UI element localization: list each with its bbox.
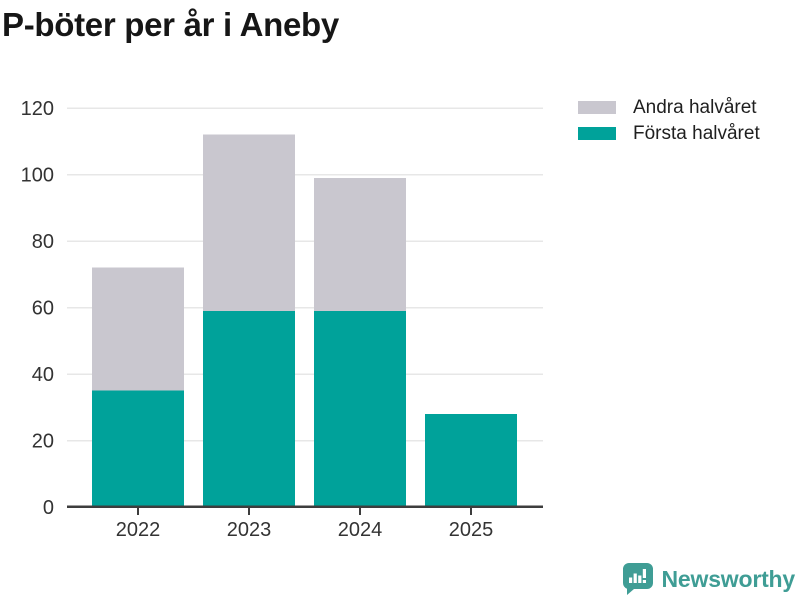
x-tick-label: 2024	[338, 519, 383, 541]
logo-bars	[628, 569, 646, 583]
x-tick-label: 2023	[227, 519, 272, 541]
bar-segment-2024	[314, 177, 406, 311]
x-tick-label: 2022	[116, 519, 161, 541]
bar-segment-2023	[203, 310, 295, 507]
y-tick-label: 120	[21, 98, 54, 120]
y-tick-label: 0	[43, 497, 54, 519]
legend-label: Första halvåret	[633, 122, 760, 144]
legend-swatch-forsta-halvaret	[578, 126, 616, 140]
x-axis-line	[67, 505, 543, 508]
bar-segment-2022	[92, 390, 184, 507]
bar-segment-2024	[314, 310, 406, 507]
chart-title: P-böter per år i Aneby	[2, 6, 339, 43]
legend-item-forsta-halvaret: Första halvåret	[578, 120, 760, 146]
legend-label: Andra halvåret	[633, 96, 757, 118]
bar-segment-2025	[425, 413, 517, 507]
legend-item-andra-halvaret: Andra halvåret	[578, 94, 760, 120]
bar-segment-2022	[92, 267, 184, 391]
newsworthy-branding: Newsworthy	[620, 560, 795, 598]
y-tick-label: 100	[21, 165, 54, 187]
bar-segment-2023	[203, 134, 295, 311]
legend-swatch-andra-halvaret	[578, 100, 616, 114]
y-tick-label: 20	[32, 431, 54, 453]
newsworthy-logo-icon	[622, 563, 653, 595]
y-tick-label: 80	[32, 231, 54, 253]
y-tick-label: 60	[32, 298, 54, 320]
x-tick-label: 2025	[449, 519, 494, 541]
y-tick-label: 40	[32, 364, 54, 386]
brand-name: Newsworthy	[661, 565, 796, 592]
legend: Andra halvåret Första halvåret	[578, 94, 760, 146]
